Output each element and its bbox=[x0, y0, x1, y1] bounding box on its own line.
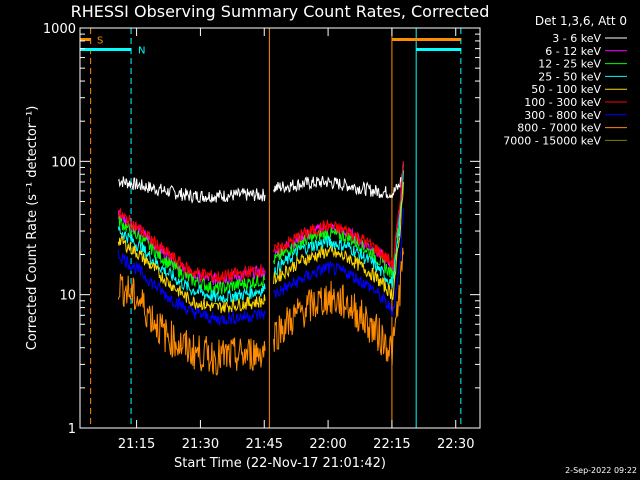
series-line bbox=[117, 208, 266, 284]
x-tick-label: 22:15 bbox=[373, 437, 410, 452]
series-line bbox=[117, 235, 266, 314]
x-tick-label: 21:45 bbox=[246, 437, 283, 452]
date-stamp: 2-Sep-2022 09:22 bbox=[565, 466, 637, 475]
legend-entry: 800 - 7000 keV bbox=[517, 122, 601, 135]
y-axis-label: Corrected Count Rate (s⁻¹ detector⁻¹) bbox=[25, 106, 40, 351]
series-line bbox=[117, 273, 266, 376]
x-axis-label: Start Time (22-Nov-17 21:01:42) bbox=[174, 456, 386, 471]
flag-label: N bbox=[138, 45, 145, 56]
legend-entry: 7000 - 15000 keV bbox=[503, 134, 601, 147]
series-line bbox=[273, 181, 404, 301]
series-line bbox=[273, 170, 404, 289]
y-tick-label: 10 bbox=[59, 289, 76, 304]
series-lines bbox=[117, 161, 404, 376]
y-tick-label: 100 bbox=[51, 155, 76, 170]
observing-flags: SN bbox=[80, 35, 461, 56]
flag-label: S bbox=[97, 35, 103, 46]
series-line bbox=[273, 207, 404, 317]
legend-entry: 3 - 6 keV bbox=[552, 32, 601, 45]
legend-entry: 100 - 300 keV bbox=[524, 96, 601, 109]
legend-entry: 50 - 100 keV bbox=[531, 83, 601, 96]
legend-entry: 25 - 50 keV bbox=[538, 70, 601, 83]
x-tick-label: 21:30 bbox=[182, 437, 219, 452]
legend-entry: 12 - 25 keV bbox=[538, 58, 601, 71]
series-line bbox=[117, 215, 266, 295]
series-line bbox=[117, 249, 266, 326]
plot-frame bbox=[79, 27, 481, 429]
chart-title: RHESSI Observing Summary Count Rates, Co… bbox=[71, 2, 490, 21]
x-tick-label: 21:15 bbox=[118, 437, 155, 452]
series-line bbox=[273, 247, 404, 366]
legend-entry: 300 - 800 keV bbox=[524, 109, 601, 122]
series-line bbox=[273, 161, 404, 269]
y-tick-label: 1 bbox=[68, 422, 76, 437]
x-tick-label: 22:00 bbox=[309, 437, 346, 452]
series-line bbox=[273, 170, 404, 199]
legend-entry: 6 - 12 keV bbox=[545, 45, 601, 58]
x-tick-label: 22:30 bbox=[437, 437, 474, 452]
y-tick-label: 1000 bbox=[43, 22, 76, 37]
series-line bbox=[117, 176, 266, 204]
series-line bbox=[117, 226, 266, 304]
axes: 21:15 21:30 21:45 22:00 22:15 22:30 1 10 100 1000 bbox=[43, 22, 480, 452]
legend-header: Det 1,3,6, Att 0 bbox=[535, 14, 627, 28]
